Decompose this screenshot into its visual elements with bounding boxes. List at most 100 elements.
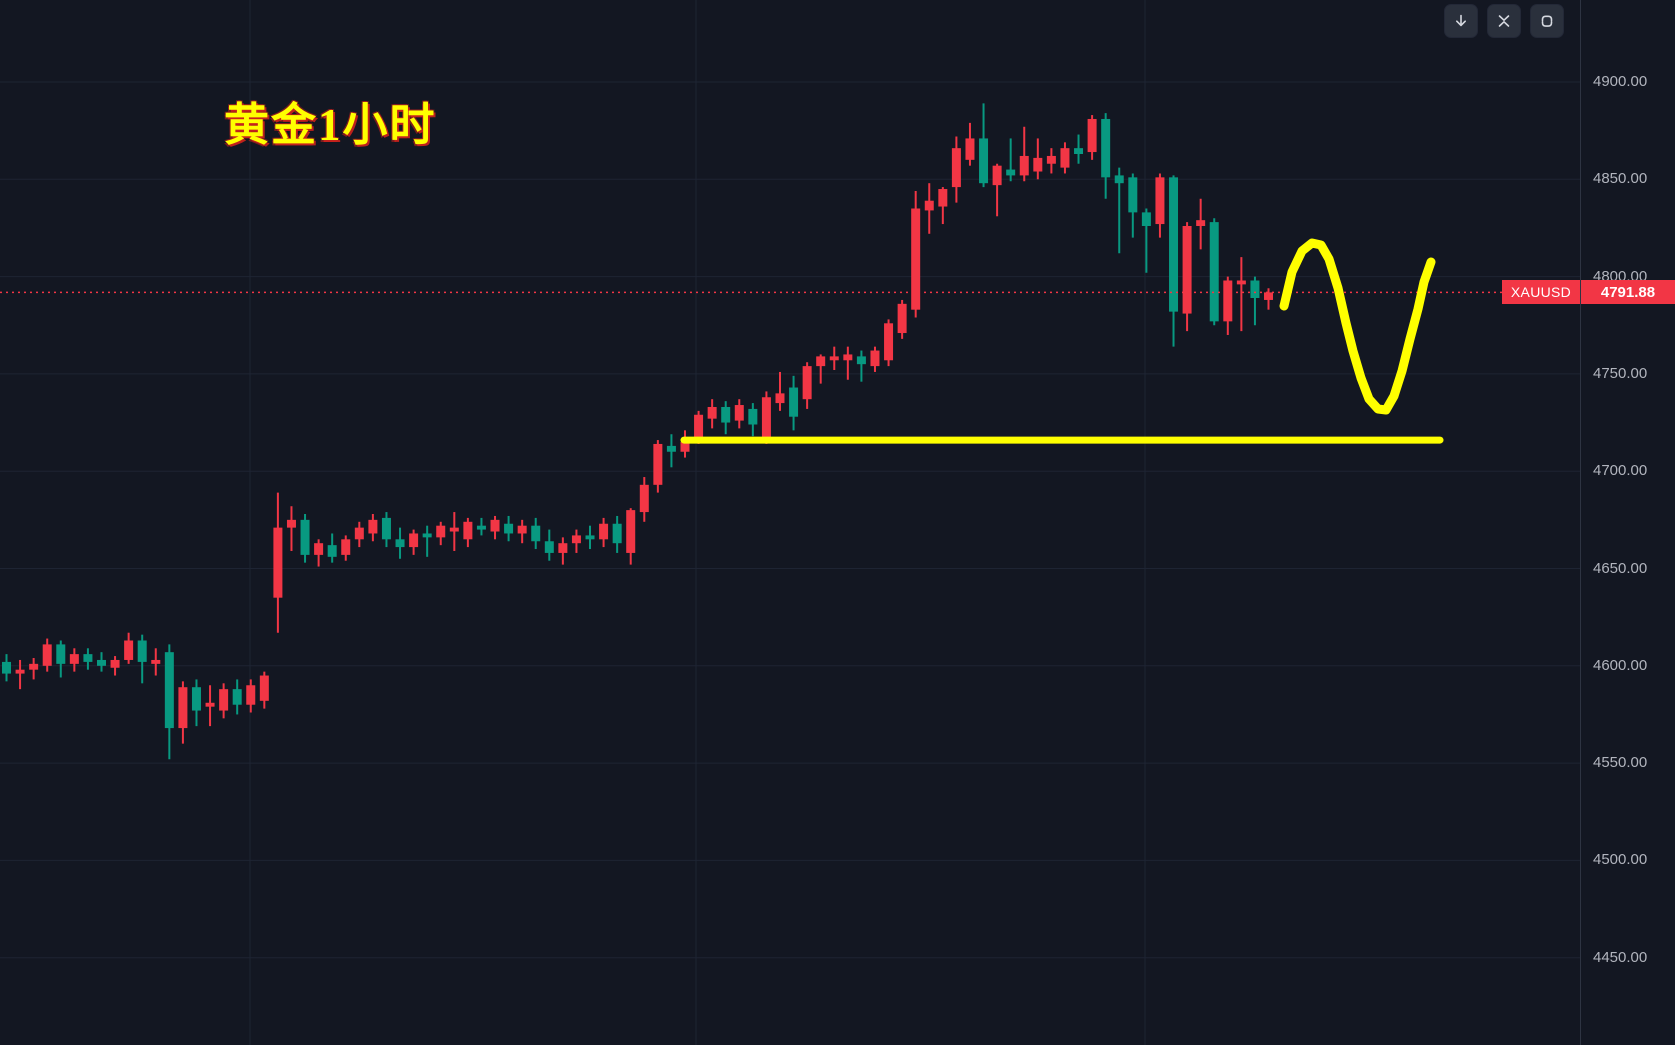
candle-body (761, 397, 771, 441)
candle-body (449, 527, 459, 532)
candle-body (924, 200, 934, 211)
candle-body (612, 523, 622, 544)
candle-body (1209, 222, 1219, 322)
candle-body (490, 519, 500, 532)
candle-body (856, 356, 866, 365)
candle-body (246, 685, 256, 705)
candle-body (178, 687, 188, 729)
candle-body (137, 640, 147, 662)
candle-body (15, 669, 25, 674)
candle-body (314, 543, 324, 555)
candle-body (816, 356, 826, 367)
candle-body (1074, 148, 1084, 155)
candle-body (775, 393, 785, 404)
candle-body (56, 644, 66, 664)
last-price-label: XAUUSD 4791.88 (1502, 280, 1675, 305)
candle-body (1033, 157, 1043, 172)
candle-body (232, 689, 242, 705)
candle-body (626, 510, 636, 553)
candle-body (938, 189, 948, 207)
candle-body (463, 521, 473, 540)
candle-body (69, 654, 79, 664)
candle-body (1223, 280, 1233, 322)
scroll-down-button[interactable] (1444, 4, 1478, 38)
candle-body (1019, 155, 1029, 176)
price-axis-label: 4800.00 (1593, 267, 1648, 285)
candle-body (381, 517, 391, 540)
candle-body (694, 414, 704, 439)
candle-body (1155, 177, 1165, 225)
candle-body (164, 652, 174, 729)
fullscreen-button[interactable] (1530, 4, 1564, 38)
candle-body (1264, 292, 1274, 300)
price-axis-label: 4900.00 (1593, 73, 1648, 90)
price-axis[interactable]: 4900.00 4850.00 4800.00 4750.00 4700.00 4650.… (1580, 0, 1675, 1045)
collapse-chevrons-icon (1495, 12, 1513, 30)
price-axis-label: 4450.00 (1593, 948, 1648, 966)
collapse-button[interactable] (1487, 4, 1521, 38)
candle-body (965, 138, 975, 160)
candle-body (707, 406, 717, 419)
price-axis-label: 4550.00 (1593, 754, 1648, 772)
frame-icon (1538, 12, 1556, 30)
candle-body (2, 661, 11, 674)
projection-curve-annotation[interactable] (1279, 238, 1436, 415)
candlestick-chart-pane[interactable] (0, 0, 1580, 1045)
candle-body (829, 356, 839, 361)
candle-body (558, 543, 568, 553)
candle-body (721, 406, 731, 423)
candle-body (870, 350, 880, 367)
candle-body (789, 387, 799, 417)
candle-body (571, 535, 581, 544)
candle-body (151, 659, 161, 664)
price-axis-label: 4700.00 (1593, 462, 1648, 480)
candle-body (680, 442, 690, 452)
candle-body (1141, 212, 1151, 227)
candle-body (1128, 177, 1138, 213)
price-axis-label: 4500.00 (1593, 851, 1648, 869)
candle-body (951, 148, 961, 188)
candle-body (110, 659, 120, 668)
candle-body (96, 659, 106, 666)
price-axis-label: 4750.00 (1593, 364, 1648, 382)
candle-body (1101, 118, 1111, 178)
candle-body (585, 535, 595, 540)
ticker-symbol-badge: XAUUSD (1502, 280, 1580, 305)
price-axis-label: 4850.00 (1593, 170, 1648, 188)
candle-body (409, 533, 419, 548)
candle-body (1060, 148, 1070, 168)
candle-body (29, 663, 39, 670)
candle-body (476, 525, 486, 530)
candle-body (124, 640, 134, 660)
candle-body (1046, 155, 1056, 164)
price-axis-label: 4600.00 (1593, 656, 1648, 674)
candle-body (1236, 280, 1246, 285)
candle-body (639, 484, 649, 513)
candle-body (531, 525, 541, 542)
candle-body (599, 523, 609, 540)
candle-body (273, 527, 283, 598)
candle-body (843, 354, 853, 361)
candle-body (42, 644, 52, 666)
candle-body (395, 539, 405, 548)
candle-body (286, 519, 296, 528)
candle-body (979, 138, 989, 184)
candle-body (748, 408, 758, 425)
candle-body (341, 539, 351, 555)
candle-body (802, 366, 812, 400)
price-axis-label: 4650.00 (1593, 559, 1648, 577)
candle-body (191, 687, 201, 711)
candle-body (504, 523, 514, 534)
candle-body (884, 323, 894, 361)
candle-body (734, 405, 744, 421)
candle-body (992, 165, 1002, 186)
candle-body (219, 689, 229, 711)
candle-body (327, 545, 337, 557)
candle-body (368, 519, 378, 534)
candle-body (354, 527, 364, 540)
candle-body (911, 208, 921, 310)
candle-body (517, 525, 527, 534)
chart-toolbar (1444, 4, 1564, 38)
candle-body (436, 525, 446, 538)
